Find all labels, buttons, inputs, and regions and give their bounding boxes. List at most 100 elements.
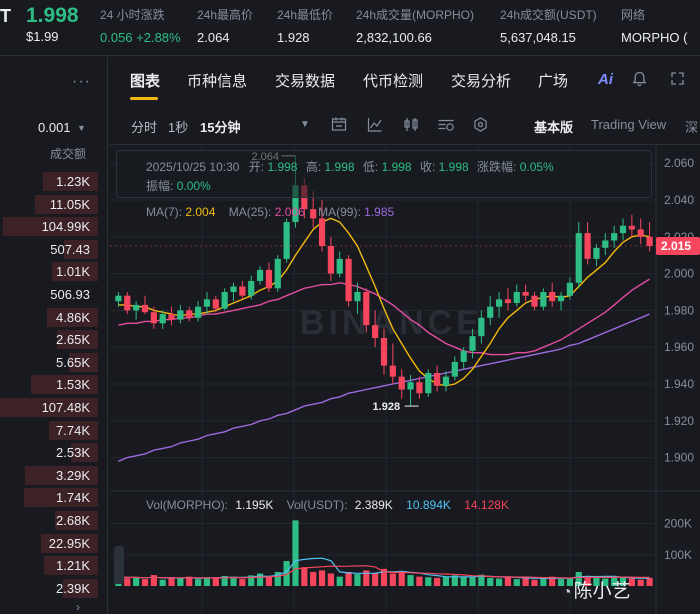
volume-bar — [292, 520, 299, 586]
tab-trade-analysis[interactable]: 交易分析 — [451, 73, 512, 90]
candle-body — [256, 269, 264, 281]
candle-body — [495, 299, 503, 307]
candle-body — [504, 299, 512, 304]
view-depth[interactable]: 深 — [685, 120, 699, 135]
stat-label: 24h最低价 — [277, 8, 334, 22]
volume-bar — [434, 577, 441, 586]
chevron-down-icon[interactable]: ▼ — [77, 123, 86, 133]
volume-bar — [469, 576, 476, 586]
turnover-row[interactable]: 1.21K — [0, 554, 98, 577]
chart-tabs: 图表 币种信息 交易数据 代币检测 交易分析 广场 Ai — [110, 57, 700, 103]
candle-body — [398, 376, 405, 390]
depth-bar — [2, 217, 98, 237]
volume-bar — [487, 577, 494, 586]
candle-body — [566, 282, 573, 296]
more-dots-icon[interactable]: ··· — [72, 73, 91, 90]
tab-square[interactable]: 广场 — [538, 73, 569, 90]
volume-bar — [611, 577, 618, 586]
volume-bar — [133, 577, 140, 586]
bell-icon[interactable] — [632, 71, 647, 91]
tab-token-check[interactable]: 代币检测 — [363, 73, 424, 90]
turnover-row[interactable]: 2.65K — [0, 328, 98, 351]
precision-select[interactable]: 0.001 — [38, 120, 71, 135]
turnover-row[interactable]: 4.86K — [0, 306, 98, 329]
candle-body — [442, 376, 450, 386]
candle-body — [327, 246, 334, 274]
turnover-row[interactable]: 506.93 — [0, 283, 98, 306]
stat-24h-turnover: 24h成交额(USDT) 5,637,048.15 — [500, 6, 597, 45]
turnover-row[interactable]: 507.43 — [0, 238, 98, 261]
candle-body — [416, 382, 423, 394]
vol-tick-label: 200K — [664, 517, 692, 531]
view-basic[interactable]: 基本版 — [534, 120, 574, 135]
candle-body — [195, 306, 202, 318]
turnover-row[interactable]: 2.39K — [0, 577, 98, 600]
volume-bar — [575, 571, 582, 586]
turnover-row[interactable]: 1.74K — [0, 486, 98, 509]
candle-body — [451, 361, 458, 377]
draw-tool-icon[interactable] — [437, 117, 455, 135]
turnover-row[interactable]: 1.53K — [0, 373, 98, 396]
indicator-icon[interactable] — [367, 117, 383, 135]
ohlc-high-label: 高: — [305, 160, 322, 174]
volume-bar — [619, 576, 627, 586]
ohlc-line: 2025/10/25 10:30 开: 1.998 高: 1.998 低: 1.… — [146, 158, 554, 175]
candle-body — [221, 292, 228, 309]
stat-value[interactable]: MORPHO ( — [621, 30, 688, 45]
turnover-row[interactable]: 22.95K — [0, 532, 98, 555]
expand-icon[interactable] — [670, 71, 685, 90]
interval-1s[interactable]: 1秒 — [168, 120, 189, 135]
volume-bar — [203, 577, 211, 586]
kline-svg: 2.0602.0402.0202.0001.9801.9601.9401.920… — [110, 146, 700, 614]
candle-body — [186, 310, 193, 318]
turnover-row[interactable]: 11.05K — [0, 193, 98, 216]
volume-bar — [566, 577, 573, 586]
turnover-row[interactable]: 7.74K — [0, 419, 98, 442]
interval-15m[interactable]: 15分钟 — [200, 120, 241, 135]
volume-bar — [301, 567, 308, 586]
kline-chart[interactable]: 2.060 2.040 2.020 2.000 1.980 1.960 1.940 1.920… — [110, 146, 700, 614]
turnover-row[interactable]: 107.48K — [0, 396, 98, 419]
ohlc-datetime: 2025/10/25 10:30 — [146, 160, 240, 174]
vol-morpho-label: Vol(MORPHO): — [146, 498, 229, 512]
turnover-row[interactable]: 2.68K — [0, 509, 98, 532]
turnover-value: 4.86K — [56, 309, 90, 325]
candle-body — [646, 236, 653, 246]
turnover-column-header: 成交额 — [50, 147, 87, 161]
candle-body — [487, 306, 494, 318]
candle-body — [531, 295, 538, 307]
candle-body — [239, 286, 246, 296]
turnover-row[interactable]: 5.65K — [0, 351, 98, 374]
turnover-value: 22.95K — [48, 535, 90, 551]
turnover-row[interactable]: 1.01K — [0, 260, 98, 283]
settings-icon[interactable] — [473, 117, 488, 135]
ai-icon[interactable]: Ai — [598, 71, 613, 88]
turnover-value: 2.65K — [56, 332, 90, 348]
volume-bar — [602, 578, 609, 586]
candle-body — [628, 225, 635, 230]
tab-coin-info[interactable]: 币种信息 — [187, 73, 248, 90]
stat-value: 2,832,100.66 — [356, 30, 432, 45]
turnover-row[interactable]: 2.53K — [0, 441, 98, 464]
turnover-row[interactable]: 3.29K — [0, 464, 98, 487]
interval-time[interactable]: 分时 — [131, 120, 158, 135]
turnover-row[interactable]: 104.99K — [0, 215, 98, 238]
candle-body — [513, 292, 520, 304]
volume-bar — [389, 573, 396, 586]
chevron-down-icon[interactable]: ▼ — [300, 119, 310, 130]
vol-morpho-value: 1.195K — [235, 498, 274, 512]
turnover-row[interactable]: 1.23K — [0, 170, 98, 193]
tab-chart[interactable]: 图表 — [130, 73, 161, 90]
depth-bar — [0, 397, 98, 417]
volume-bar — [318, 570, 326, 586]
candle-body — [354, 292, 361, 302]
volume-bar — [522, 577, 529, 586]
chevron-right-icon[interactable]: › — [76, 600, 80, 614]
candle-settings-icon[interactable] — [331, 117, 347, 135]
candle-body — [345, 258, 352, 302]
tab-trade-data[interactable]: 交易数据 — [275, 73, 336, 90]
volume-bar — [495, 578, 503, 586]
pair-name[interactable]: T — [0, 6, 11, 26]
bar-type-icon[interactable] — [403, 117, 419, 135]
view-tradingview[interactable]: Trading View — [591, 117, 667, 132]
